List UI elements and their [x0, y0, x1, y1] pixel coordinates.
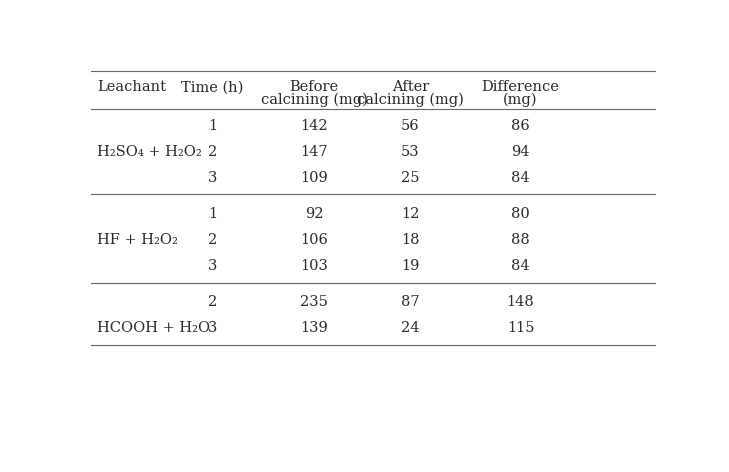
Text: 103: 103 [300, 259, 328, 273]
Text: 86: 86 [511, 118, 530, 133]
Text: Time (h): Time (h) [182, 80, 243, 94]
Text: 24: 24 [401, 321, 420, 336]
Text: 139: 139 [300, 321, 328, 336]
Text: 92: 92 [305, 207, 324, 221]
Text: After: After [391, 80, 429, 94]
Text: 88: 88 [511, 233, 530, 247]
Text: 80: 80 [511, 207, 530, 221]
Text: 109: 109 [300, 171, 328, 185]
Text: 2: 2 [208, 233, 217, 247]
Text: Before: Before [289, 80, 339, 94]
Text: HF + H₂O₂: HF + H₂O₂ [97, 233, 178, 247]
Text: Difference: Difference [482, 80, 559, 94]
Text: calcining (mg): calcining (mg) [357, 92, 464, 107]
Text: 1: 1 [208, 207, 217, 221]
Text: 3: 3 [208, 321, 217, 336]
Text: 19: 19 [401, 259, 419, 273]
Text: 2: 2 [208, 295, 217, 309]
Text: H₂SO₄ + H₂O₂: H₂SO₄ + H₂O₂ [97, 145, 201, 159]
Text: 53: 53 [401, 145, 420, 159]
Text: 142: 142 [300, 118, 328, 133]
Text: 3: 3 [208, 171, 217, 185]
Text: 1: 1 [208, 118, 217, 133]
Text: 3: 3 [208, 259, 217, 273]
Text: 2: 2 [208, 145, 217, 159]
Text: 147: 147 [300, 145, 328, 159]
Text: 115: 115 [507, 321, 534, 336]
Text: (mg): (mg) [503, 92, 538, 107]
Text: 94: 94 [511, 145, 530, 159]
Text: 18: 18 [401, 233, 420, 247]
Text: 84: 84 [511, 259, 530, 273]
Text: 106: 106 [300, 233, 328, 247]
Text: 56: 56 [401, 118, 420, 133]
Text: 84: 84 [511, 171, 530, 185]
Text: calcining (mg): calcining (mg) [261, 92, 367, 107]
Text: HCOOH + H₂O: HCOOH + H₂O [97, 321, 210, 336]
Text: Leachant: Leachant [97, 80, 165, 94]
Text: 148: 148 [507, 295, 534, 309]
Text: 87: 87 [401, 295, 420, 309]
Text: 12: 12 [401, 207, 419, 221]
Text: 25: 25 [401, 171, 420, 185]
Text: 235: 235 [300, 295, 328, 309]
